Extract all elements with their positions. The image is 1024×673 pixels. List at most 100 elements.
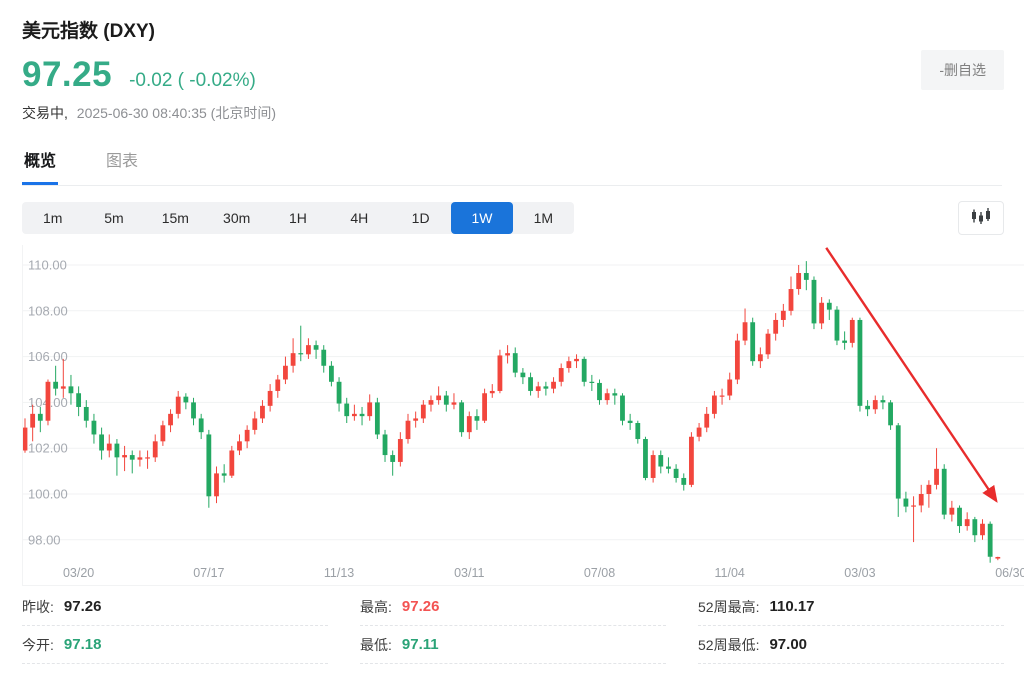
chart-style-button[interactable] xyxy=(958,201,1004,235)
timeframe-5m[interactable]: 5m xyxy=(83,202,144,234)
candle-body xyxy=(696,427,702,437)
candle-body xyxy=(895,425,901,499)
stat-52w-high: 52周最高: 110.17 xyxy=(698,588,1004,626)
candle-body xyxy=(957,507,962,527)
remove-watchlist-button[interactable]: -删自选 xyxy=(921,50,1004,90)
candle-body xyxy=(972,519,978,536)
candle-body xyxy=(788,289,794,311)
candle-body xyxy=(344,403,350,417)
candle-body xyxy=(574,358,579,362)
candle-body xyxy=(221,473,227,476)
candle-body xyxy=(505,353,510,356)
x-axis-tick-label: 03/03 xyxy=(844,566,875,580)
candle-body xyxy=(842,340,848,343)
candle-body xyxy=(214,473,219,497)
candlestick-style-icon xyxy=(970,207,992,229)
candle-body xyxy=(482,393,487,421)
candle-body xyxy=(244,429,250,442)
candle-body xyxy=(635,423,641,440)
candle-body xyxy=(160,425,166,442)
candle-body xyxy=(68,386,74,394)
candle-body xyxy=(911,505,916,507)
timeframe-4h[interactable]: 4H xyxy=(329,202,390,234)
candle-body xyxy=(436,395,442,401)
candle-body xyxy=(405,420,411,440)
candle-body xyxy=(750,322,756,362)
current-price: 97.25 xyxy=(22,55,113,94)
candle-body xyxy=(558,368,564,382)
candle-body xyxy=(237,441,242,451)
timeframe-30m[interactable]: 30m xyxy=(206,202,267,234)
candle-body xyxy=(704,413,710,428)
candle-body xyxy=(872,400,878,410)
candle-body xyxy=(666,466,671,469)
candle-body xyxy=(834,309,840,341)
candle-body xyxy=(826,302,832,310)
candle-body xyxy=(497,355,503,391)
candle-body xyxy=(152,441,158,458)
x-axis-tick-label: 06/30 xyxy=(995,566,1024,580)
timeframe-15m[interactable]: 15m xyxy=(145,202,206,234)
candle-body xyxy=(941,468,947,515)
timeframe-1h[interactable]: 1H xyxy=(267,202,328,234)
y-axis-tick-label: 102.00 xyxy=(28,441,68,456)
candle-body xyxy=(888,402,893,426)
candle-body xyxy=(275,379,281,391)
candle-body xyxy=(37,413,43,421)
candle-body xyxy=(397,439,403,462)
y-axis-tick-label: 108.00 xyxy=(28,303,68,318)
candle-body xyxy=(581,358,587,382)
candle-body xyxy=(757,354,763,362)
quote-stats: 昨收: 97.26 最高: 97.26 52周最高: 110.17 今开: 97… xyxy=(22,588,1004,664)
candle-body xyxy=(796,273,802,290)
x-axis-tick-label: 11/13 xyxy=(324,566,354,580)
candle-body xyxy=(934,468,939,485)
candle-body xyxy=(290,353,296,366)
candle-body xyxy=(183,396,189,403)
y-axis-tick-label: 98.00 xyxy=(28,532,61,547)
candle-body xyxy=(420,404,426,419)
candle-body xyxy=(773,319,779,334)
candle-body xyxy=(60,386,66,389)
candle-body xyxy=(995,556,1001,559)
candle-body xyxy=(689,436,694,485)
candlestick-chart: 110.00108.00106.00104.00102.00100.0098.0… xyxy=(23,247,1024,580)
candle-body xyxy=(382,434,388,456)
candle-body xyxy=(428,400,434,405)
candle-body xyxy=(459,402,465,433)
candle-body xyxy=(23,427,28,451)
candle-body xyxy=(612,393,618,396)
candle-body xyxy=(451,402,457,405)
candle-body xyxy=(413,418,419,421)
timeframe-1m-month[interactable]: 1M xyxy=(513,202,574,234)
candle-body xyxy=(175,396,181,414)
stat-high: 最高: 97.26 xyxy=(360,588,666,626)
prev-close-value: 97.26 xyxy=(63,598,102,615)
candle-body xyxy=(351,413,357,417)
candle-body xyxy=(673,468,679,478)
candle-body xyxy=(336,381,342,404)
candle-body xyxy=(849,319,855,343)
candle-body xyxy=(765,333,771,355)
candle-body xyxy=(306,345,311,355)
y-axis-tick-label: 110.00 xyxy=(28,258,67,273)
tab-chart[interactable]: 图表 xyxy=(106,153,139,170)
candle-body xyxy=(620,395,625,421)
candle-body xyxy=(650,455,656,478)
candle-body xyxy=(474,416,480,421)
timeframe-1w[interactable]: 1W xyxy=(451,202,513,234)
candle-body xyxy=(466,416,472,433)
candle-body xyxy=(252,418,258,430)
trading-status: 交易中, xyxy=(22,105,68,121)
candle-body xyxy=(359,413,365,417)
candle-body xyxy=(329,365,334,382)
candle-body xyxy=(712,395,717,414)
candle-body xyxy=(857,319,863,406)
timeframe-1d[interactable]: 1D xyxy=(390,202,451,234)
x-axis-tick-label: 07/17 xyxy=(193,566,224,580)
candle-body xyxy=(99,434,104,451)
timeframe-1m[interactable]: 1m xyxy=(22,202,83,234)
tab-overview[interactable]: 概览 xyxy=(22,143,59,185)
candle-body xyxy=(980,523,985,536)
status-row: 交易中, 2025-06-30 08:40:35 (北京时间) xyxy=(22,103,1002,123)
